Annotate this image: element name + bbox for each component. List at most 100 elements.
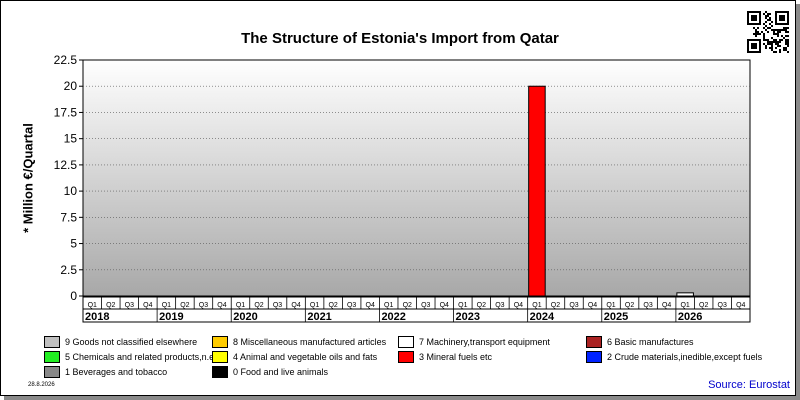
quarter-label: Q3 <box>273 302 282 309</box>
quarter-label: Q1 <box>236 302 245 309</box>
qr-module <box>757 33 759 35</box>
quarter-label: Q1 <box>310 302 319 309</box>
legend-swatch <box>212 366 228 378</box>
qr-module <box>759 33 761 35</box>
qr-module <box>767 15 769 17</box>
qr-module <box>785 27 787 29</box>
qr-module <box>765 25 767 27</box>
qr-module <box>767 27 769 29</box>
legend-swatch <box>586 336 602 348</box>
year-label: 2022 <box>381 311 405 323</box>
qr-module <box>757 31 759 33</box>
qr-module <box>765 17 767 19</box>
qr-module <box>787 27 789 29</box>
quarter-label: Q4 <box>588 302 597 309</box>
quarter-label: Q4 <box>736 302 745 309</box>
bars <box>528 85 694 297</box>
qr-module <box>779 45 781 47</box>
qr-module <box>765 39 767 41</box>
qr-module <box>779 31 781 33</box>
legend-label: 7 Machinery,transport equipment <box>419 337 550 347</box>
qr-module <box>787 31 789 33</box>
qr-module <box>775 39 777 41</box>
quarter-label: Q4 <box>291 302 300 309</box>
year-label: 2018 <box>85 311 109 323</box>
qr-module <box>767 19 769 21</box>
legend-item: 7 Machinery,transport equipment <box>398 336 550 348</box>
legend-item: 6 Basic manufactures <box>586 336 694 348</box>
year-label: 2021 <box>307 311 331 323</box>
qr-module <box>767 39 769 41</box>
quarter-label: Q3 <box>495 302 504 309</box>
qr-module <box>787 39 789 41</box>
qr-module <box>771 43 773 45</box>
qr-module <box>773 41 775 43</box>
qr-module <box>753 27 755 29</box>
date-label: 28.8.2026 <box>28 382 55 388</box>
qr-module <box>777 31 779 33</box>
quarter-label: Q3 <box>125 302 134 309</box>
qr-module <box>785 47 787 49</box>
qr-module <box>771 21 773 23</box>
qr-module <box>775 47 777 49</box>
qr-module <box>785 49 787 51</box>
qr-module <box>781 39 783 41</box>
quarter-label: Q2 <box>699 302 708 309</box>
qr-module <box>777 45 779 47</box>
qr-module <box>779 49 781 51</box>
qr-module <box>775 43 777 45</box>
legend-label: 0 Food and live animals <box>233 367 329 377</box>
legend-item: 1 Beverages and tobacco <box>44 366 167 378</box>
qr-module <box>767 43 769 45</box>
qr-module <box>763 13 765 15</box>
qr-finder-core <box>751 43 757 49</box>
qr-module <box>785 39 787 41</box>
qr-module <box>779 29 781 31</box>
y-tick-label: 20 <box>64 79 78 93</box>
legend-swatch <box>44 351 60 363</box>
qr-module <box>763 23 765 25</box>
qr-module <box>769 13 771 15</box>
quarter-label: Q2 <box>477 302 486 309</box>
legend-label: 6 Basic manufactures <box>607 337 694 347</box>
qr-module <box>763 27 765 29</box>
legend-label: 5 Chemicals and related products,n.e.s. <box>65 352 224 362</box>
qr-module <box>777 29 779 31</box>
legend-label: 8 Miscellaneous manufactured articles <box>233 337 387 347</box>
qr-module <box>777 35 779 37</box>
y-tick-label: 7.5 <box>60 210 77 224</box>
quarter-label: Q4 <box>514 302 523 309</box>
qr-module <box>753 33 755 35</box>
qr-module <box>777 41 779 43</box>
legend-swatch <box>398 336 414 348</box>
legend-item: 3 Mineral fuels etc <box>398 351 492 363</box>
qr-module <box>775 41 777 43</box>
legend-swatch <box>586 351 602 363</box>
quarter-label: Q3 <box>199 302 208 309</box>
year-label: 2023 <box>456 311 480 323</box>
qr-module <box>769 23 771 25</box>
qr-code-icon <box>747 11 789 53</box>
quarter-label: Q4 <box>662 302 671 309</box>
qr-module <box>765 15 767 17</box>
quarter-label: Q2 <box>403 302 412 309</box>
year-label: 2019 <box>159 311 183 323</box>
quarter-label: Q4 <box>366 302 375 309</box>
y-tick-label: 22.5 <box>54 53 78 67</box>
quarter-label: Q1 <box>384 302 393 309</box>
qr-module <box>785 35 787 37</box>
legend-item: 2 Crude materials,inedible,except fuels <box>586 351 762 363</box>
quarter-label: Q2 <box>625 302 634 309</box>
legend-label: 9 Goods not classified elsewhere <box>65 337 198 347</box>
legend-label: 1 Beverages and tobacco <box>65 367 168 377</box>
legend-item: 5 Chemicals and related products,n.e.s. <box>44 351 224 363</box>
qr-module <box>785 31 787 33</box>
plot-area <box>82 59 751 297</box>
y-tick-label: 2.5 <box>60 263 77 277</box>
qr-module <box>773 39 775 41</box>
qr-module <box>773 51 775 53</box>
qr-module <box>787 51 789 53</box>
qr-module <box>767 31 769 33</box>
qr-module <box>765 45 767 47</box>
qr-module <box>781 35 783 37</box>
